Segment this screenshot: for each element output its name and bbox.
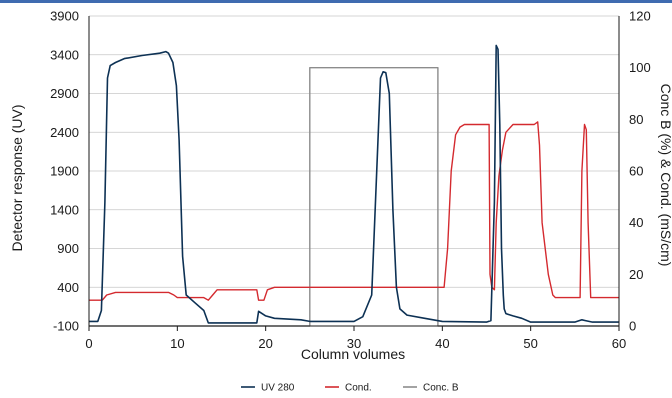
y-right-tick-label: 0	[629, 319, 636, 334]
y-right-tick-label: 40	[629, 215, 643, 230]
series-line-cond	[89, 121, 619, 301]
x-tick-label: 60	[612, 336, 626, 351]
y-left-tick-label: 2900	[50, 86, 79, 101]
y-left-tick-label: 900	[57, 241, 79, 256]
legend-label-cond: Cond.	[345, 383, 372, 394]
y-left-tick-label: 3400	[50, 47, 79, 62]
y-left-tick-label: 1400	[50, 202, 79, 217]
legend: UV 280 Cond. Conc. B	[241, 383, 459, 394]
x-tick-label: 40	[435, 336, 449, 351]
y-right-tick-label: 120	[629, 9, 651, 24]
tick-labels: -100400900140019002400290034003900020406…	[50, 9, 651, 352]
axes	[88, 16, 620, 331]
y-left-tick-label: 3900	[50, 9, 79, 24]
y-left-tick-label: 1900	[50, 164, 79, 179]
x-axis-title: Column volumes	[301, 346, 405, 362]
x-tick-label: 0	[85, 336, 92, 351]
y-right-tick-label: 100	[629, 60, 651, 75]
y-left-axis-title: Detector response (UV)	[9, 104, 25, 251]
legend-label-conc-b: Conc. B	[423, 383, 459, 394]
x-tick-label: 20	[258, 336, 272, 351]
x-tick-label: 10	[170, 336, 184, 351]
y-left-tick-label: 2400	[50, 125, 79, 140]
y-right-tick-label: 80	[629, 112, 643, 127]
series-line-uv-280	[89, 44, 619, 324]
x-tick-label: 30	[347, 336, 361, 351]
y-left-tick-label: 400	[57, 280, 79, 295]
y-right-tick-label: 60	[629, 164, 643, 179]
y-left-tick-label: -100	[53, 319, 79, 334]
series-layer	[89, 44, 619, 327]
x-tick-label: 50	[523, 336, 537, 351]
y-right-axis-title: Conc B (%) & Cond. (mS/cm)	[658, 84, 672, 267]
legend-label-uv-280: UV 280	[261, 383, 295, 394]
top-accent-bar	[0, 0, 672, 3]
y-right-tick-label: 20	[629, 267, 643, 282]
